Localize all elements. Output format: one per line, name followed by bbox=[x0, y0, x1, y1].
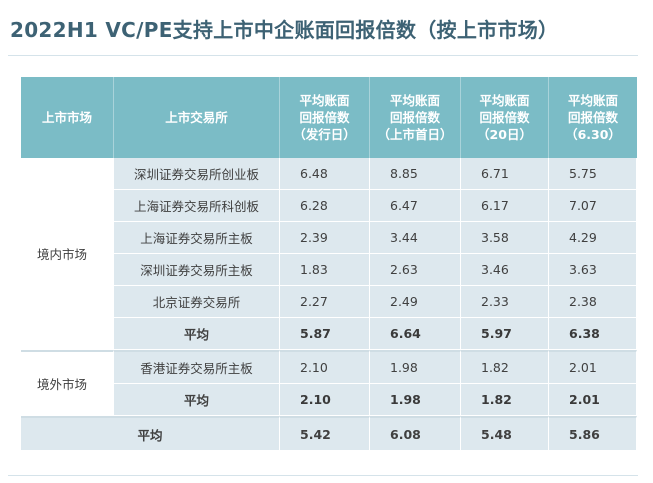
header-row: 上市市场 上市交易所 平均账面 回报倍数 （发行日） 平均账面 回报倍数 （上市首日） … bbox=[21, 77, 637, 158]
value-cell: 2.01 bbox=[549, 350, 637, 384]
value-cell: 3.46 bbox=[461, 254, 549, 286]
value-cell: 6.28 bbox=[280, 190, 370, 222]
header-col4-line1: 平均账面 bbox=[567, 93, 618, 108]
value-cell: 7.07 bbox=[549, 190, 637, 222]
table-row: 境内市场 深圳证券交易所创业板 6.48 8.85 6.71 5.75 bbox=[21, 158, 637, 350]
average-value: 1.82 bbox=[461, 384, 549, 416]
total-label: 平均 bbox=[21, 416, 280, 451]
average-value: 6.64 bbox=[370, 318, 461, 350]
average-row: 平均 5.87 6.64 5.97 6.38 bbox=[21, 318, 637, 350]
page-title: 2022H1 VC/PE支持上市中企账面回报倍数（按上市市场） bbox=[10, 18, 559, 42]
total-value: 5.42 bbox=[280, 416, 370, 451]
table-row: 境外市场 香港证券交易所主板 2.10 1.98 1.82 2.01 bbox=[21, 350, 637, 416]
header-market: 上市市场 bbox=[21, 77, 114, 158]
value-cell: 2.63 bbox=[370, 254, 461, 286]
exchange-cell: 深圳证券交易所创业板 bbox=[114, 158, 280, 190]
exchange-cell: 北京证券交易所 bbox=[114, 286, 280, 318]
market-domestic: 境内市场 bbox=[21, 158, 114, 350]
average-value: 2.10 bbox=[280, 384, 370, 416]
average-value: 1.98 bbox=[370, 384, 461, 416]
table-row: 上海证券交易所科创板 6.28 6.47 6.17 7.07 bbox=[21, 190, 637, 222]
header-col3: 平均账面回报倍数 （20日） bbox=[461, 77, 549, 158]
exchange-cell: 香港证券交易所主板 bbox=[114, 350, 280, 384]
value-cell: 6.47 bbox=[370, 190, 461, 222]
value-cell: 2.27 bbox=[280, 286, 370, 318]
value-cell: 4.29 bbox=[549, 222, 637, 254]
value-cell: 2.33 bbox=[461, 286, 549, 318]
header-col2-line2: 回报倍数 bbox=[389, 110, 440, 125]
header-col1-line3: （发行日） bbox=[293, 127, 356, 142]
value-cell: 5.75 bbox=[549, 158, 637, 190]
value-cell: 6.48 bbox=[280, 158, 370, 190]
table-row: 深圳证券交易所主板 1.83 2.63 3.46 3.63 bbox=[21, 254, 637, 286]
value-cell: 1.83 bbox=[280, 254, 370, 286]
bottom-divider bbox=[8, 475, 638, 476]
value-cell: 2.49 bbox=[370, 286, 461, 318]
value-cell: 8.85 bbox=[370, 158, 461, 190]
header-col1-line2: 回报倍数 bbox=[299, 110, 350, 125]
average-label: 平均 bbox=[114, 318, 280, 350]
exchange-cell: 上海证券交易所主板 bbox=[114, 222, 280, 254]
header-col2-line1: 平均账面 bbox=[389, 93, 440, 108]
average-row: 平均 2.10 1.98 1.82 2.01 bbox=[21, 384, 637, 416]
average-value: 6.38 bbox=[549, 318, 637, 350]
total-row: 平均 5.42 6.08 5.48 5.86 bbox=[21, 416, 637, 451]
header-col2-line3: （上市首日） bbox=[377, 127, 453, 142]
header-col3-line2: 回报倍数 bbox=[479, 110, 530, 125]
value-cell: 3.63 bbox=[549, 254, 637, 286]
title-divider bbox=[8, 55, 638, 56]
header-exchange: 上市交易所 bbox=[114, 77, 280, 158]
header-col2: 平均账面回报倍数 （上市首日） bbox=[370, 77, 461, 158]
value-cell: 1.82 bbox=[461, 350, 549, 384]
table-row: 北京证券交易所 2.27 2.49 2.33 2.38 bbox=[21, 286, 637, 318]
average-value: 2.01 bbox=[549, 384, 637, 416]
value-cell: 6.17 bbox=[461, 190, 549, 222]
header-col4-line2: 回报倍数 bbox=[567, 110, 618, 125]
table-row: 上海证券交易所主板 2.39 3.44 3.58 4.29 bbox=[21, 222, 637, 254]
average-value: 5.97 bbox=[461, 318, 549, 350]
value-cell: 2.38 bbox=[549, 286, 637, 318]
value-cell: 2.39 bbox=[280, 222, 370, 254]
header-col4: 平均账面回报倍数 （6.30） bbox=[549, 77, 637, 158]
value-cell: 2.10 bbox=[280, 350, 370, 384]
header-col1-line1: 平均账面 bbox=[299, 93, 350, 108]
average-label: 平均 bbox=[114, 384, 280, 416]
total-value: 6.08 bbox=[370, 416, 461, 451]
returns-table: 上市市场 上市交易所 平均账面 回报倍数 （发行日） 平均账面 回报倍数 （上市首日） … bbox=[21, 77, 637, 451]
header-col3-line1: 平均账面 bbox=[479, 93, 530, 108]
exchange-cell: 深圳证券交易所主板 bbox=[114, 254, 280, 286]
value-cell: 1.98 bbox=[370, 350, 461, 384]
average-value: 5.87 bbox=[280, 318, 370, 350]
value-cell: 3.44 bbox=[370, 222, 461, 254]
value-cell: 6.71 bbox=[461, 158, 549, 190]
market-overseas: 境外市场 bbox=[21, 350, 114, 416]
header-col4-line3: （6.30） bbox=[565, 127, 621, 142]
value-cell: 3.58 bbox=[461, 222, 549, 254]
header-col1: 平均账面回报倍数 （发行日） bbox=[280, 77, 370, 158]
total-value: 5.48 bbox=[461, 416, 549, 451]
exchange-cell: 上海证券交易所科创板 bbox=[114, 190, 280, 222]
header-col3-line3: （20日） bbox=[477, 127, 532, 142]
total-value: 5.86 bbox=[549, 416, 637, 451]
